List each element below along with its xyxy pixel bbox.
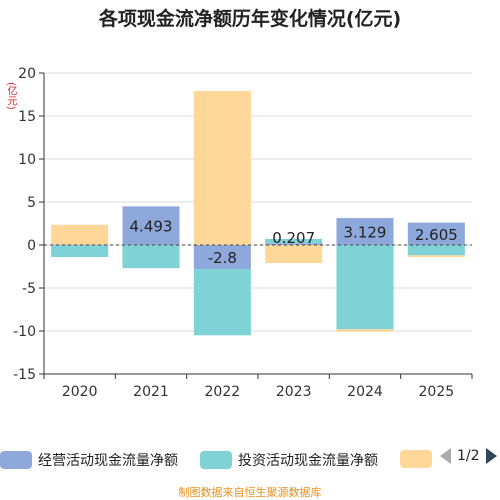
legend-swatch-investing [200,451,232,469]
legend-item-investing[interactable]: 投资活动现金流量净额 [200,450,378,470]
data-label: 2.605 [415,226,458,244]
bar-series1 [336,245,394,330]
legend-label-operating: 经营活动现金流量净额 [38,453,178,469]
bar-series0 [193,245,251,270]
x-tick-label: 2020 [62,384,98,400]
data-label: -2.8 [208,249,237,267]
legend-pager: 1/2 [440,448,497,464]
bar-series1 [193,269,251,336]
legend-item-operating[interactable]: 经营活动现金流量净额 [0,450,178,470]
bar-series2 [336,329,394,332]
y-tick-label: 0 [27,238,36,254]
legend-label-investing: 投资活动现金流量净额 [238,453,378,469]
legend-item-third[interactable] [400,450,438,468]
bar-series0 [407,222,465,245]
x-tick-label: 2023 [276,384,312,400]
y-tick-label: -15 [13,367,36,383]
data-source-note: 制图数据来自恒生聚源数据库 [178,486,322,499]
bar-series2 [51,224,109,245]
y-axis-unit-label: (亿元) [5,82,16,110]
bar-series1 [265,238,323,244]
bar-series0 [336,218,394,245]
x-tick-label: 2022 [205,384,241,400]
x-tick-label: 2021 [133,384,169,400]
y-tick-label: 5 [27,195,36,211]
bar-series1 [407,245,465,256]
bar-series2 [193,91,251,245]
bar-series0 [122,206,180,245]
data-label: 0.207 [272,229,315,247]
legend-swatch-operating [0,451,32,469]
y-tick-label: 10 [18,152,36,168]
legend-next-icon[interactable] [485,448,497,464]
y-tick-label: -10 [13,324,36,340]
data-label: 4.493 [130,218,173,236]
chart-title: 各项现金流净额历年变化情况(亿元) [98,8,402,30]
x-tick-label: 2024 [347,384,383,400]
bar-series0 [265,243,323,245]
legend: 经营活动现金流量净额 投资活动现金流量净额 1/2 [0,446,500,474]
y-tick-label: 20 [18,66,36,82]
bar-series1 [122,245,180,269]
bar-series2 [265,245,323,264]
x-tick-label: 2025 [419,384,455,400]
bar-series1 [51,245,109,258]
legend-swatch-third [400,450,432,468]
y-tick-label: 15 [18,109,36,125]
data-label: 3.129 [344,224,387,242]
y-tick-label: -5 [22,281,36,297]
bar-series2 [407,255,465,258]
legend-prev-icon[interactable] [440,448,451,464]
legend-page-indicator: 1/2 [457,448,480,464]
